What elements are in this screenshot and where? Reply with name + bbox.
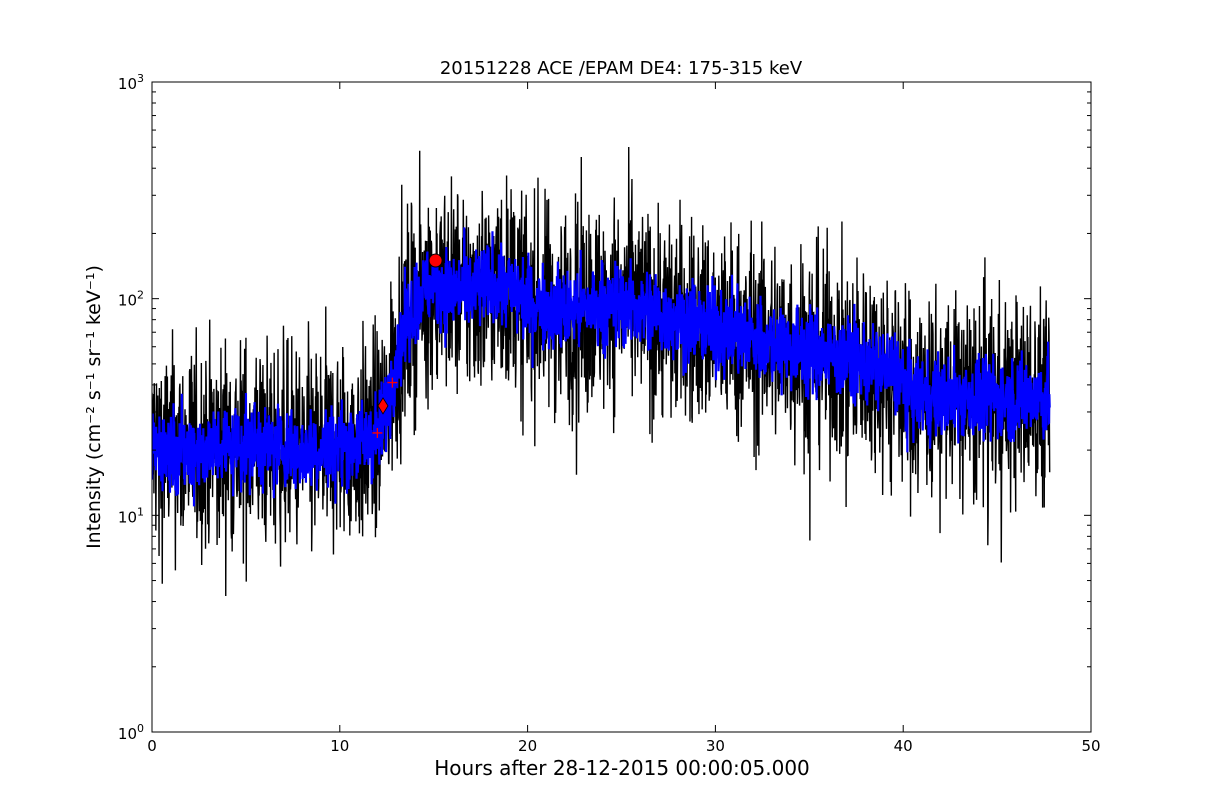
plot-area	[152, 146, 1051, 597]
x-tick-label: 30	[706, 737, 725, 755]
x-axis-label: Hours after 28-12-2015 00:00:05.000	[434, 756, 810, 780]
plot-frame	[151, 81, 1092, 733]
y-axis-label: Intensity (cm⁻² s⁻¹ sr⁻¹ keV⁻¹)	[83, 265, 105, 549]
x-tick-label: 20	[518, 737, 537, 755]
y-tick-label: 103	[118, 72, 144, 93]
x-tick-label: 50	[1081, 737, 1100, 755]
chart-title: 20151228 ACE /EPAM DE4: 175-315 keV	[440, 58, 803, 79]
x-tick-label: 10	[330, 737, 349, 755]
y-tick-label: 100	[118, 722, 144, 743]
onset-range-marker	[387, 377, 398, 388]
onset-marker	[377, 397, 389, 415]
y-tick-label: 102	[118, 289, 144, 310]
x-tick-label: 40	[894, 737, 913, 755]
axes: 0 10 20 30 40 50 100 101 102 103	[118, 72, 1101, 755]
smoothed-series-line	[152, 227, 1051, 507]
peak-marker	[428, 253, 443, 268]
onset-range-marker	[372, 427, 383, 438]
y-tick-label: 101	[118, 505, 144, 526]
x-tick-label: 0	[147, 737, 157, 755]
